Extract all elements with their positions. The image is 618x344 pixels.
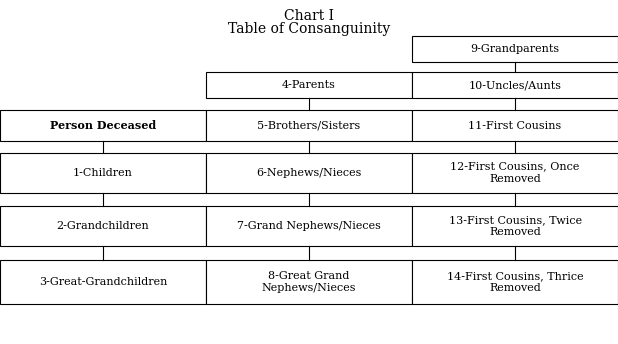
Bar bbox=[0, 110, 206, 141]
Bar bbox=[412, 206, 618, 246]
Bar bbox=[206, 260, 412, 304]
Bar bbox=[0, 260, 206, 304]
Bar bbox=[412, 110, 618, 141]
Text: 5-Brothers/Sisters: 5-Brothers/Sisters bbox=[257, 120, 360, 131]
Bar bbox=[0, 206, 206, 246]
Bar bbox=[412, 36, 618, 62]
Bar bbox=[0, 153, 206, 193]
Text: 6-Nephews/Nieces: 6-Nephews/Nieces bbox=[256, 168, 362, 178]
Text: 12-First Cousins, Once
Removed: 12-First Cousins, Once Removed bbox=[451, 162, 580, 184]
Text: 14-First Cousins, Thrice
Removed: 14-First Cousins, Thrice Removed bbox=[447, 271, 583, 293]
Bar bbox=[412, 153, 618, 193]
Bar bbox=[412, 260, 618, 304]
Bar bbox=[206, 110, 412, 141]
Bar bbox=[206, 72, 412, 98]
Text: Table of Consanguinity: Table of Consanguinity bbox=[228, 22, 390, 36]
Text: 13-First Cousins, Twice
Removed: 13-First Cousins, Twice Removed bbox=[449, 215, 582, 237]
Text: 11-First Cousins: 11-First Cousins bbox=[468, 120, 562, 131]
Text: Person Deceased: Person Deceased bbox=[50, 120, 156, 131]
Text: 10-Uncles/Aunts: 10-Uncles/Aunts bbox=[468, 80, 562, 90]
Text: 9-Grandparents: 9-Grandparents bbox=[470, 44, 560, 54]
Bar bbox=[412, 72, 618, 98]
Bar bbox=[206, 153, 412, 193]
Text: 7-Grand Nephews/Nieces: 7-Grand Nephews/Nieces bbox=[237, 221, 381, 231]
Bar bbox=[206, 206, 412, 246]
Text: 4-Parents: 4-Parents bbox=[282, 80, 336, 90]
Text: 1-Children: 1-Children bbox=[73, 168, 133, 178]
Text: Chart I: Chart I bbox=[284, 9, 334, 23]
Text: 3-Great-Grandchildren: 3-Great-Grandchildren bbox=[39, 277, 167, 287]
Text: 8-Great Grand
Nephews/Nieces: 8-Great Grand Nephews/Nieces bbox=[261, 271, 356, 293]
Text: 2-Grandchildren: 2-Grandchildren bbox=[56, 221, 150, 231]
